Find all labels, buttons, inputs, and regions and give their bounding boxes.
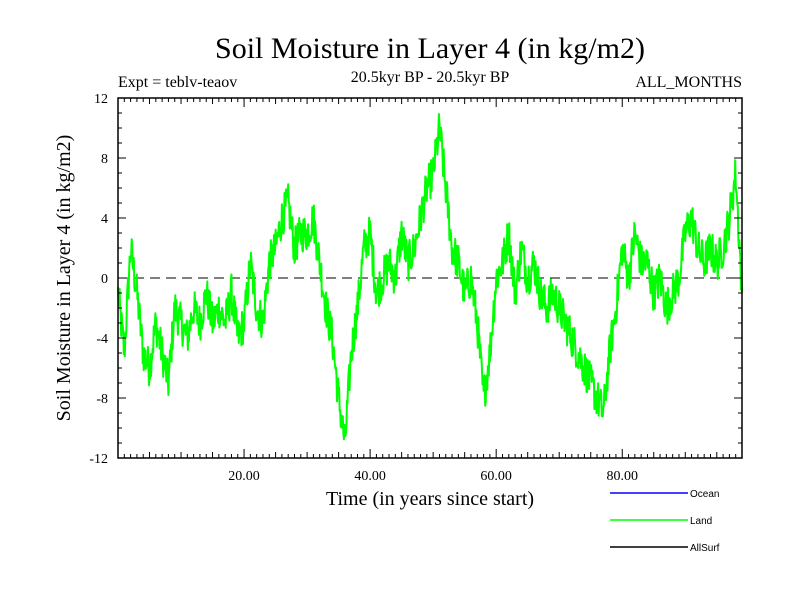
x-axis: 20.00 40.00 60.00 80.00 [123, 98, 737, 484]
y-tick-label: 8 [101, 152, 108, 167]
y-tick-label: 0 [101, 272, 108, 287]
y-tick-label: -8 [96, 392, 108, 407]
legend-label-land: Land [690, 516, 712, 527]
y-tick-label: -12 [89, 452, 108, 467]
legend: Ocean Land AllSurf [610, 489, 720, 554]
y-tick-label: 12 [94, 92, 108, 107]
y-tick-label: 4 [101, 212, 108, 227]
experiment-label: Expt = teblv-teaov [118, 74, 237, 91]
x-axis-label: Time (in years since start) [326, 488, 534, 510]
period-label: 20.5kyr BP - 20.5kyr BP [351, 69, 510, 86]
x-tick-label: 20.00 [228, 469, 260, 484]
series-line-land [117, 113, 743, 441]
y-axis-label: Soil Moisture in Layer 4 (in kg/m2) [53, 135, 75, 422]
legend-label-allsurf: AllSurf [690, 543, 720, 554]
y-tick-label: -4 [96, 332, 108, 347]
x-tick-label: 80.00 [606, 469, 638, 484]
legend-label-ocean: Ocean [690, 489, 719, 500]
plot-area [117, 97, 743, 459]
x-tick-label: 40.00 [354, 469, 386, 484]
y-axis: -12 -8 -4 0 4 8 12 [89, 92, 742, 467]
chart-title: Soil Moisture in Layer 4 (in kg/m2) [215, 32, 645, 65]
x-tick-label: 60.00 [480, 469, 512, 484]
months-label: ALL_MONTHS [635, 74, 742, 91]
